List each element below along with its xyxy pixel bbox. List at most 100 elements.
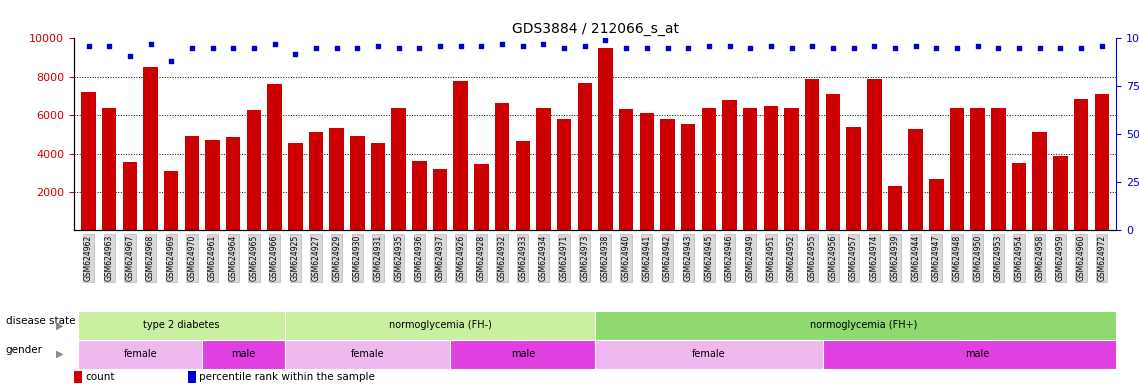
Point [141,41,159,47]
Bar [577,83,592,230]
Text: GSM624939: GSM624939 [891,235,900,281]
Bar [392,108,405,230]
Point [927,45,945,51]
Text: GSM624943: GSM624943 [683,235,693,281]
Text: GSM624938: GSM624938 [601,235,611,281]
Point [597,37,615,43]
Bar [288,143,303,230]
Bar [79,340,203,369]
Text: GSM624958: GSM624958 [1035,235,1044,281]
Text: GSM624931: GSM624931 [374,235,383,281]
Text: GSM624941: GSM624941 [642,235,652,281]
Text: GSM624936: GSM624936 [415,235,424,281]
Text: female: female [351,349,385,359]
Point [245,45,263,51]
Text: count: count [85,372,115,382]
Text: GSM624973: GSM624973 [580,235,589,281]
Text: GSM624951: GSM624951 [767,235,776,281]
Bar [991,108,1006,230]
Bar [536,108,550,230]
Bar [846,127,861,230]
Bar [309,132,323,230]
Bar [205,140,220,230]
Bar [640,113,654,230]
Bar [681,124,696,230]
Point [762,43,780,49]
Point [555,45,573,51]
Bar [595,311,1133,340]
Bar [285,311,595,340]
Text: GSM624971: GSM624971 [559,235,568,281]
Text: GSM624966: GSM624966 [270,235,279,281]
Text: male: male [510,349,535,359]
Point [451,43,469,49]
Bar [785,108,798,230]
Text: GSM624942: GSM624942 [663,235,672,281]
Point [328,45,346,51]
Point [948,45,966,51]
Point [265,41,284,47]
Bar [164,171,179,230]
Bar [909,129,923,230]
Bar [203,340,285,369]
Bar [433,169,448,230]
Bar [763,106,778,230]
Text: type 2 diabetes: type 2 diabetes [144,320,220,331]
Bar [822,340,1133,369]
Point [907,43,925,49]
Text: GSM624959: GSM624959 [1056,235,1065,281]
Text: male: male [231,349,256,359]
Text: percentile rank within the sample: percentile rank within the sample [199,372,375,382]
Point [80,43,98,49]
Text: GSM624937: GSM624937 [435,235,444,281]
Bar [826,94,841,230]
Text: GSM624952: GSM624952 [787,235,796,281]
Bar [474,164,489,230]
Text: GSM624946: GSM624946 [726,235,734,281]
Bar [887,186,902,230]
Bar [247,111,261,230]
Point [866,43,884,49]
Point [575,43,593,49]
Bar [722,100,737,230]
Text: female: female [693,349,726,359]
Text: GSM624933: GSM624933 [518,235,527,281]
Text: GSM624968: GSM624968 [146,235,155,281]
Text: GSM624954: GSM624954 [1015,235,1024,281]
Text: GSM624934: GSM624934 [539,235,548,281]
Point [658,45,677,51]
Bar [268,84,281,230]
Text: GSM624932: GSM624932 [498,235,507,281]
Text: disease state: disease state [6,316,75,326]
Point [410,45,428,51]
Point [431,43,449,49]
Point [1072,45,1090,51]
Bar [412,161,427,230]
Point [638,45,656,51]
Text: GSM624925: GSM624925 [290,235,300,281]
Bar [661,119,674,230]
Point [286,51,304,57]
Bar [329,127,344,230]
Point [390,45,408,51]
Bar [74,371,82,382]
Text: GSM624928: GSM624928 [477,235,486,281]
Point [1051,45,1070,51]
Text: female: female [123,349,157,359]
Text: GSM624953: GSM624953 [994,235,1002,281]
Text: GSM624963: GSM624963 [105,235,114,281]
Bar [743,108,757,230]
Point [968,43,986,49]
Bar [702,108,716,230]
Text: GSM624957: GSM624957 [849,235,858,281]
Text: GSM624960: GSM624960 [1076,235,1085,281]
Bar [226,137,240,230]
Bar [1032,132,1047,230]
Text: GSM624969: GSM624969 [166,235,175,281]
Point [369,43,387,49]
Bar [103,108,116,230]
Point [100,43,118,49]
Bar [805,79,819,230]
Bar [598,48,613,230]
Point [514,43,532,49]
